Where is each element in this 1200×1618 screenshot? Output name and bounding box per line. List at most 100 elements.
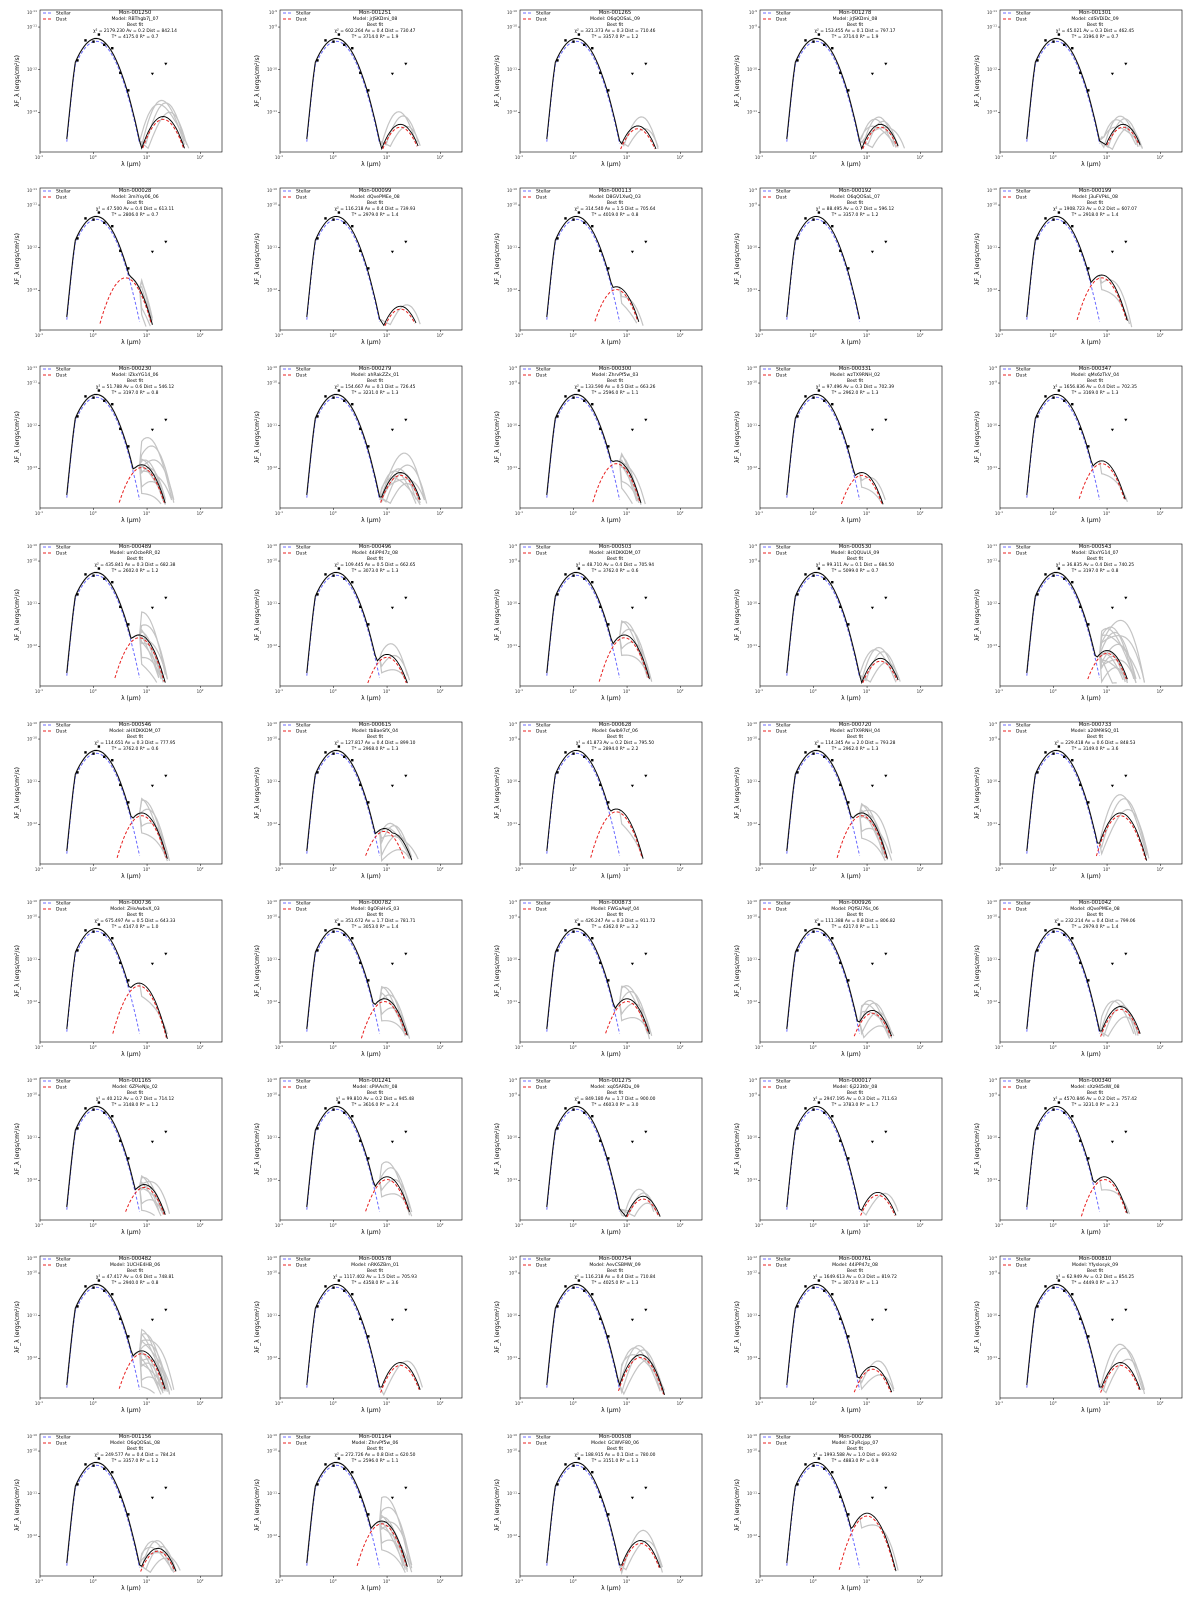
alt-model-curve xyxy=(306,749,411,858)
plot-frame xyxy=(279,1077,463,1221)
upper-limit-marker xyxy=(164,774,168,778)
photometry-point xyxy=(92,930,95,933)
y-axis-label: λF_λ (ergs/cm²/s) xyxy=(974,233,981,285)
best-fit-label: Best fit xyxy=(847,912,864,918)
photometry-point xyxy=(583,1289,586,1292)
best-fit-label: Best fit xyxy=(127,1268,144,1274)
sed-panel-mon-001241: 10-1 100 101 102 10-10 10-11 10-12 10-10 λ (μm) λ… xyxy=(240,1068,480,1246)
alt-model-curve xyxy=(786,927,895,1037)
best-fit-label: Best fit xyxy=(607,734,624,740)
photometry-point xyxy=(812,218,815,221)
x-tick-label: 101 xyxy=(1103,1044,1110,1050)
fit-parameters: χ² = 249.577 Av = 0.4 Dist = 784.24 xyxy=(95,1452,176,1458)
alt-model-curve xyxy=(306,1461,408,1570)
photometry-point xyxy=(103,933,106,936)
x-axis-label: λ (μm) xyxy=(841,1407,861,1414)
y-tick-label: 10-9 xyxy=(509,380,517,386)
y-tick-label: 10-11 xyxy=(987,24,997,30)
upper-limit-marker xyxy=(884,240,888,244)
y-tick-label: 10-9 xyxy=(989,365,997,371)
upper-limit-marker xyxy=(390,72,395,76)
x-tick-label: 102 xyxy=(197,1044,204,1050)
plot-frame xyxy=(759,899,943,1043)
legend-stellar-label: Stellar xyxy=(296,901,311,907)
photometry-point xyxy=(1079,1139,1082,1143)
source-id: Mon-000099 xyxy=(359,188,392,194)
photometry-point xyxy=(76,1483,79,1486)
photometry-point xyxy=(343,1467,346,1470)
source-id: Mon-000192 xyxy=(839,188,872,194)
photometry-point xyxy=(804,1463,807,1466)
photometry-point xyxy=(599,961,602,965)
x-axis-label: λ (μm) xyxy=(121,695,141,702)
alt-model-curve xyxy=(66,1461,177,1574)
y-axis-label: λF_λ (ergs/cm²/s) xyxy=(14,233,21,285)
upper-limit-marker xyxy=(390,962,395,966)
x-axis-label: λ (μm) xyxy=(841,1229,861,1236)
sed-panel-mon-000720: 10-1 100 101 102 10-10 10-11 10-12 10-10 λ (μm) λ… xyxy=(720,712,960,890)
upper-limit-marker xyxy=(884,774,888,778)
alt-model-curve xyxy=(306,1105,413,1213)
plot-frame xyxy=(519,9,703,153)
y-axis-label: λF_λ (ergs/cm²/s) xyxy=(974,55,981,107)
best-fit-curve xyxy=(1026,749,1148,861)
photometry-point xyxy=(337,389,341,392)
sed-panel-mon-000615: 10-1 100 101 102 10-10 10-11 10-12 10-10 λ (μm) λ… xyxy=(240,712,480,890)
alt-model-curve xyxy=(306,37,417,146)
legend-stellar-label: Stellar xyxy=(1016,1257,1031,1263)
sed-panel-mon-000543: 10-1 100 101 102 10-11 10-12 10-13 10-11 λ (μm) λ… xyxy=(960,534,1200,712)
dust-curve xyxy=(618,1356,664,1395)
dust-curve xyxy=(605,1000,649,1034)
photometry-point xyxy=(812,40,815,43)
x-tick-label: 10-1 xyxy=(35,688,43,694)
photometry-point xyxy=(1079,71,1082,75)
legend-dust-label: Dust xyxy=(1016,729,1027,735)
photometry-point xyxy=(839,605,842,609)
legend-stellar-label: Stellar xyxy=(536,1435,551,1441)
photometry-point xyxy=(1071,46,1074,50)
x-tick-label: 10-1 xyxy=(515,1044,523,1050)
photometry-point xyxy=(103,755,106,758)
photometry-point xyxy=(367,267,370,270)
legend-dust-label: Dust xyxy=(1016,195,1027,201)
photometry-point xyxy=(823,1111,826,1114)
alt-model-curve xyxy=(546,393,633,505)
y-tick-label: 10-10 xyxy=(27,1092,37,1098)
fit-parameters: χ² = 675.497 Av = 0.5 Dist = 643.33 xyxy=(95,918,176,924)
legend-dust-label: Dust xyxy=(296,1085,307,1091)
alt-model-curve xyxy=(546,571,651,680)
sed-panel-mon-000782: 10-1 100 101 102 10-10 10-11 10-12 10-10 λ (μm) λ… xyxy=(240,890,480,1068)
y-tick-label: 10-9 xyxy=(269,24,277,30)
photometry-point xyxy=(332,1286,335,1289)
plot-frame xyxy=(279,187,463,331)
best-fit-curve xyxy=(66,749,168,859)
source-id: Mon-000028 xyxy=(119,188,152,194)
alt-model-curve xyxy=(786,571,897,683)
y-tick-label: 10-11 xyxy=(747,643,757,649)
alt-model-curve xyxy=(306,927,406,1036)
y-tick-label: 10-12 xyxy=(507,1533,517,1539)
x-tick-label: 101 xyxy=(863,510,870,516)
y-tick-label: 10-9 xyxy=(749,202,757,208)
photometry-point xyxy=(332,752,335,755)
plot-frame xyxy=(39,9,223,153)
y-axis-label: λF_λ (ergs/cm²/s) xyxy=(734,767,741,819)
photometry-point xyxy=(337,1279,341,1282)
model-name: Model: umOcbeRR_02 xyxy=(110,550,161,556)
photometry-point xyxy=(577,1457,581,1460)
y-tick-label: 10-9 xyxy=(989,1270,997,1276)
photometry-point xyxy=(119,783,122,787)
x-tick-label: 100 xyxy=(90,1044,97,1050)
x-axis-label: λ (μm) xyxy=(841,695,861,702)
source-id: Mon-001241 xyxy=(359,1078,392,1084)
y-tick-label: 10-13 xyxy=(987,109,997,115)
best-fit-label: Best fit xyxy=(127,1446,144,1452)
dust-curve xyxy=(125,1186,165,1215)
legend-dust-label: Dust xyxy=(776,17,787,23)
fit-parameters: χ² = 602.264 Av = 0.4 Dist = 730.47 xyxy=(335,28,416,34)
photometry-point xyxy=(332,1108,335,1111)
